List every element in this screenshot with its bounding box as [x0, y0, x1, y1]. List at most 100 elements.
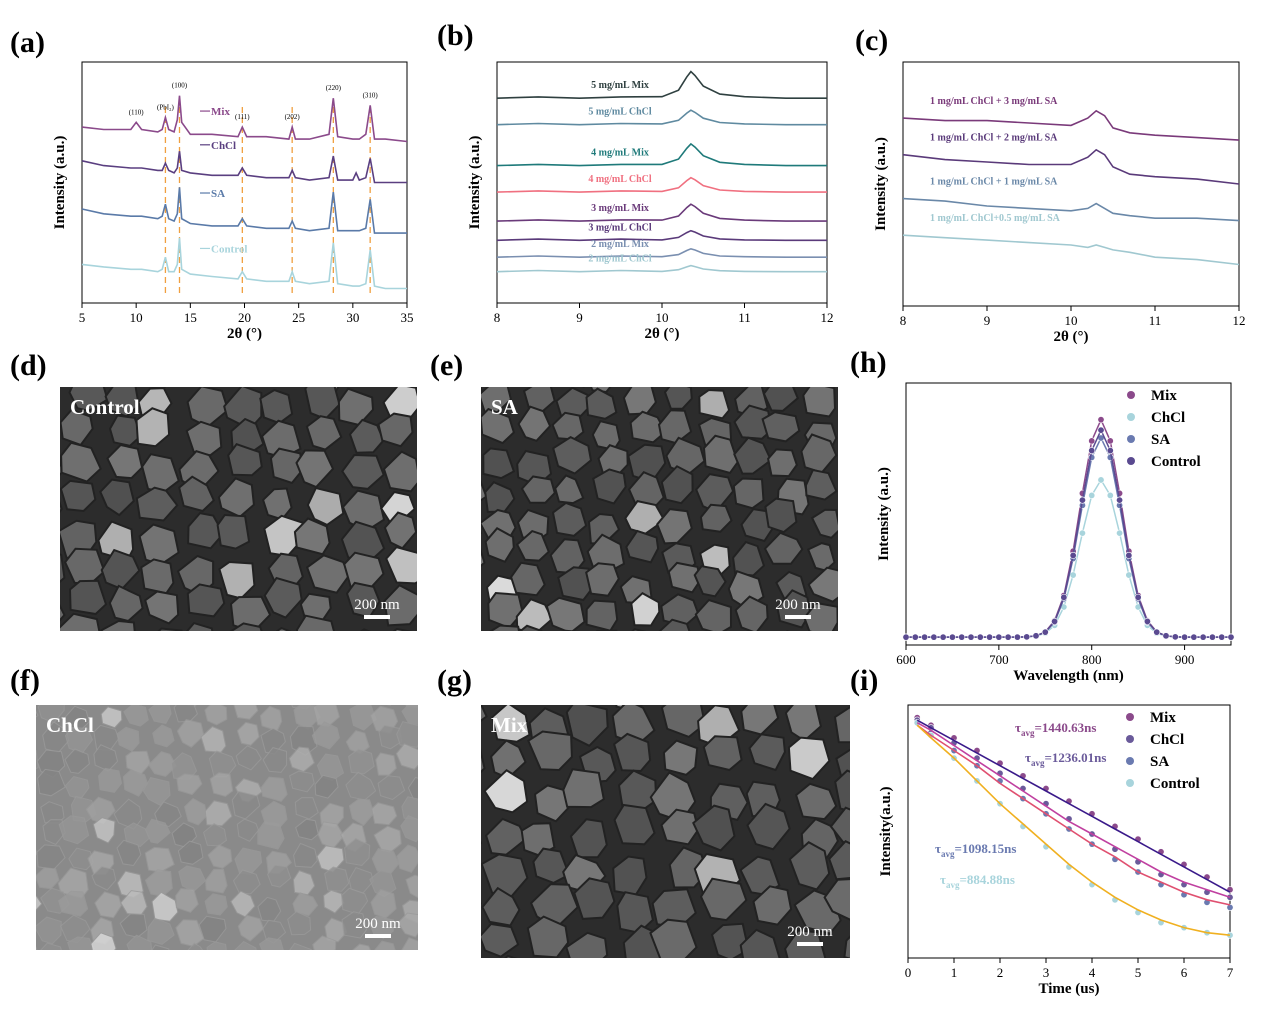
grain	[807, 566, 838, 603]
grain	[292, 869, 316, 896]
panel-label: (f)	[10, 664, 40, 697]
grain	[392, 627, 413, 631]
grain	[420, 384, 455, 425]
grain	[481, 387, 487, 405]
grain	[97, 957, 127, 985]
grain	[209, 772, 234, 797]
data-point	[1078, 529, 1086, 537]
grain	[311, 721, 340, 750]
data-point	[995, 633, 1003, 641]
grain	[293, 842, 318, 868]
grain	[715, 630, 717, 631]
x-tick-label: 10	[656, 310, 669, 325]
grain	[64, 679, 85, 701]
x-tick-label: 8	[494, 310, 501, 325]
grain	[427, 820, 449, 845]
grain	[844, 414, 878, 453]
data-point	[1153, 628, 1161, 636]
series-label: 1 mg/mL ChCl+0.5 mg/mL SA	[930, 213, 1061, 224]
grain	[660, 705, 707, 739]
grain	[345, 675, 370, 704]
tau-value: =1236.01ns	[1045, 750, 1107, 765]
grain	[585, 562, 620, 597]
grain	[481, 886, 521, 927]
grain	[290, 961, 314, 985]
legend-label: ChCl	[1150, 732, 1184, 748]
grain	[341, 911, 368, 939]
grain	[749, 970, 790, 1007]
grain	[732, 540, 766, 577]
grain	[175, 888, 199, 913]
grain	[343, 342, 374, 378]
panel-label: (b)	[437, 19, 474, 52]
x-tick-label: 900	[1175, 652, 1195, 667]
grain	[834, 769, 850, 812]
data-point	[1097, 476, 1105, 484]
grain	[504, 954, 518, 958]
scale-bar	[364, 615, 390, 619]
x-tick-label: 10	[1065, 313, 1078, 328]
x-tick-label: 35	[401, 310, 414, 325]
x-tick-label: 11	[738, 310, 751, 325]
grain	[382, 347, 416, 381]
grain	[582, 387, 585, 388]
grain	[565, 705, 609, 748]
x-tick-label: 3	[1043, 965, 1050, 980]
series-label: 3 mg/mL Mix	[591, 203, 649, 214]
x-tick-label: 700	[989, 652, 1009, 667]
grain	[768, 347, 804, 383]
panel-label: (c)	[855, 24, 888, 57]
grain	[812, 387, 831, 389]
grain	[562, 768, 605, 809]
grain	[481, 345, 517, 383]
grain	[149, 387, 167, 390]
grain	[612, 732, 652, 773]
scale-bar	[365, 934, 391, 938]
grain	[236, 721, 260, 746]
data-point	[1078, 496, 1086, 504]
grain	[60, 531, 63, 540]
tau-value: =1440.63ns	[1035, 720, 1097, 735]
grain	[585, 387, 618, 420]
data-point	[1190, 633, 1198, 641]
grain	[702, 735, 743, 772]
grain	[64, 748, 90, 774]
data-point	[911, 633, 919, 641]
grain	[761, 411, 801, 443]
series-line	[906, 478, 1231, 638]
grain	[229, 678, 251, 701]
grain	[613, 803, 656, 846]
grain	[386, 705, 392, 706]
x-tick-label: 9	[984, 313, 991, 328]
grain	[151, 944, 170, 950]
grain	[68, 847, 94, 871]
scale-bar	[785, 615, 811, 619]
grain	[796, 964, 832, 1001]
series-label: Mix	[211, 106, 230, 118]
grain	[305, 554, 351, 594]
series-line	[496, 176, 827, 193]
grain	[204, 868, 228, 894]
grain	[763, 531, 804, 565]
series-label: 2 mg/mL Mix	[591, 239, 649, 250]
y-axis-label: Intensity (a.u.)	[876, 467, 892, 561]
grain	[295, 818, 319, 841]
x-tick-label: 1	[951, 965, 958, 980]
grain	[846, 628, 875, 657]
panel-label: (i)	[850, 664, 878, 697]
grain	[216, 513, 251, 550]
grain	[229, 622, 263, 631]
grain	[716, 957, 722, 958]
grain	[176, 773, 203, 796]
x-tick-label: 5	[1135, 965, 1142, 980]
grain	[257, 820, 285, 850]
data-point	[1060, 593, 1068, 601]
grain	[693, 565, 727, 598]
series-label: Control	[211, 243, 247, 255]
grain	[746, 802, 791, 851]
tau-subscript: avg	[946, 880, 960, 890]
series-line	[902, 234, 1240, 266]
series-label: 4 mg/mL Mix	[591, 148, 649, 159]
data-point	[1032, 632, 1040, 640]
grain	[382, 450, 417, 493]
